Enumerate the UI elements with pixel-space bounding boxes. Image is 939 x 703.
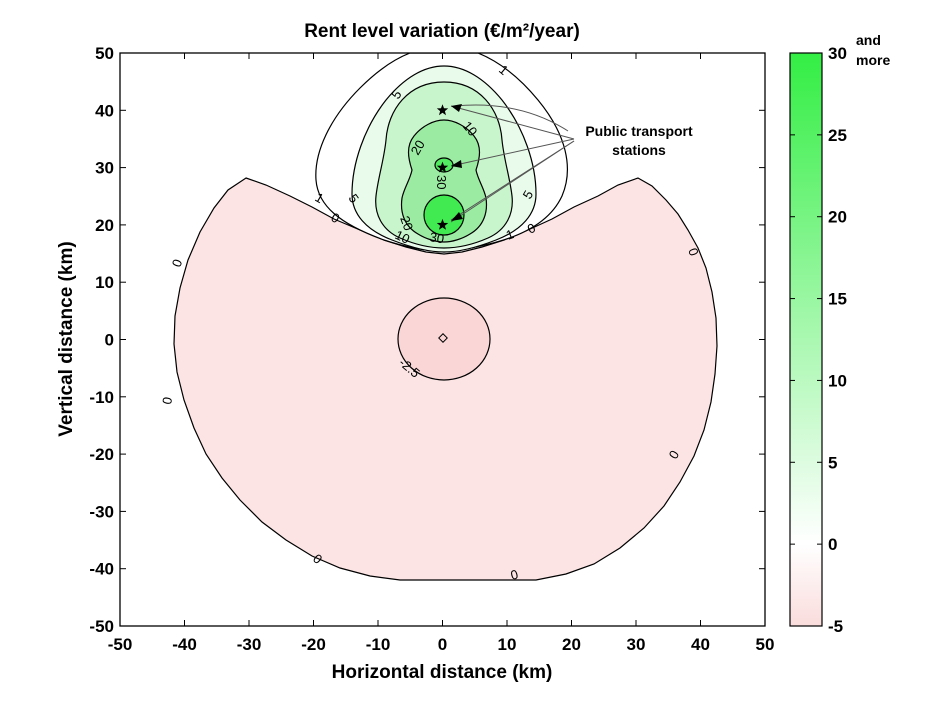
station-star-icon — [436, 218, 449, 230]
y-tick-label: 10 — [95, 273, 114, 292]
x-tick-label: 30 — [627, 635, 646, 654]
x-tick-label: -20 — [301, 635, 326, 654]
x-axis: -50 -40 -30 -20 -10 0 10 20 30 40 50 — [108, 53, 775, 654]
annotation: Public transport stations — [450, 104, 693, 223]
x-tick-label: 40 — [691, 635, 710, 654]
stations — [436, 104, 449, 230]
station-star-icon — [436, 161, 449, 173]
contour-label: 0 — [159, 396, 175, 406]
x-tick-label: 20 — [562, 635, 581, 654]
arrow-head — [451, 212, 463, 221]
y-tick-label: 50 — [95, 44, 114, 63]
y-tick-label: -50 — [89, 617, 114, 636]
x-tick-label: 10 — [498, 635, 517, 654]
annotation-line2: stations — [612, 142, 666, 158]
y-axis-title: Vertical distance (km) — [56, 241, 77, 436]
colorbar-tick-label: 30 — [828, 44, 847, 63]
colorbar-ticks: -5 0 5 10 15 20 25 30 — [790, 44, 847, 636]
x-axis-title: Horizontal distance (km) — [332, 662, 553, 683]
contour-minus-2-5 — [397, 297, 491, 381]
y-tick-label: 30 — [95, 159, 114, 178]
station-star-icon — [436, 104, 449, 116]
y-tick-label: -40 — [89, 560, 114, 579]
annotation-line1: Public transport — [585, 123, 693, 139]
colorbar-tick-label: -5 — [828, 617, 843, 636]
chart-title: Rent level variation (€/m²/year) — [304, 21, 580, 42]
colorbar-note-and: and — [856, 32, 881, 48]
contour-label: 30 — [428, 229, 445, 246]
colorbar — [789, 52, 823, 627]
contour-20 — [400, 119, 488, 243]
y-tick-label: 20 — [95, 216, 114, 235]
y-tick-label: 40 — [95, 101, 114, 120]
x-tick-label: -40 — [172, 635, 197, 654]
colorbar-note-more: more — [856, 52, 890, 68]
colorbar-tick-label: 0 — [828, 535, 837, 554]
contour-label: 30 — [434, 175, 449, 189]
annotation-arrow — [450, 138, 575, 167]
y-tick-label: -10 — [89, 388, 114, 407]
colorbar-tick-label: 5 — [828, 453, 837, 472]
contour-label: 0 — [169, 257, 186, 269]
contour-30-lower — [423, 194, 465, 236]
contour-label: 0 — [685, 246, 702, 258]
contour-label: 10 — [393, 227, 412, 247]
colorbar-tick-label: 15 — [828, 290, 847, 309]
contour-label: 0 — [509, 567, 520, 583]
annotation-arrow — [450, 140, 575, 223]
x-tick-label: -10 — [366, 635, 391, 654]
contour-label: 20 — [408, 137, 428, 157]
x-tick-label: -50 — [108, 635, 133, 654]
arrow-head — [451, 160, 462, 168]
colorbar-tick-label: 20 — [828, 208, 847, 227]
arrow-head — [451, 104, 462, 112]
annotation-arrow — [450, 105, 575, 140]
x-tick-label: 0 — [438, 635, 447, 654]
y-tick-label: 0 — [105, 331, 114, 350]
annotation-arrow — [454, 104, 569, 132]
x-tick-label: -30 — [237, 635, 262, 654]
y-tick-label: -30 — [89, 502, 114, 521]
contour-label: 20 — [397, 214, 416, 233]
centre-marker — [438, 333, 448, 343]
colorbar-tick-label: 10 — [828, 371, 847, 390]
colorbar-tick-label: 25 — [828, 126, 847, 145]
x-tick-label: 50 — [756, 635, 775, 654]
y-tick-label: -20 — [89, 445, 114, 464]
contour-label: 1 — [504, 226, 516, 243]
